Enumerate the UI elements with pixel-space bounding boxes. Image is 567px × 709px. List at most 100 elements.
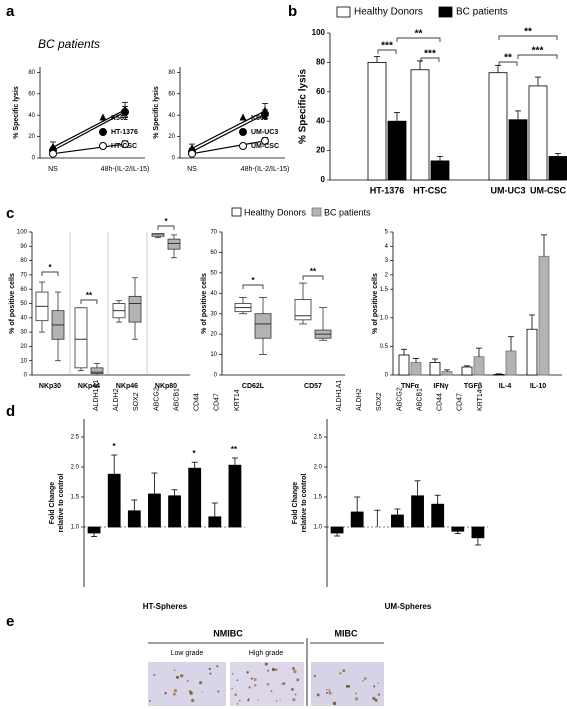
- bar: [411, 495, 424, 528]
- bar: [398, 354, 410, 376]
- panel-label: b: [288, 3, 297, 20]
- stain-dot: [275, 700, 278, 702]
- y-tick-label: 3: [385, 258, 389, 264]
- stain-dot: [377, 693, 380, 696]
- stain-dot: [373, 685, 376, 688]
- y-tick-label: 2.5: [71, 435, 80, 441]
- stain-dot: [238, 700, 241, 702]
- stain-dot: [201, 691, 204, 693]
- micrograph: [148, 662, 226, 706]
- stain-dot: [266, 682, 270, 686]
- x-tick-label: NKp80: [155, 383, 177, 390]
- y-tick-label: 50: [20, 301, 27, 307]
- bar: [87, 526, 101, 534]
- series-line: [191, 140, 266, 155]
- y-tick-label: 0: [385, 373, 389, 379]
- box: [167, 238, 181, 250]
- y-tick-label: 60: [210, 250, 217, 256]
- stain-dot: [362, 680, 364, 682]
- bar: [387, 120, 407, 181]
- y-tick-label: 0: [321, 175, 326, 184]
- y-axis-label: Fold Change: [49, 482, 56, 524]
- y-tick-label: 40: [210, 291, 217, 297]
- bar: [526, 328, 538, 376]
- x-tick-label: 48h-(IL-2/IL-15): [241, 166, 290, 173]
- significance-label: *: [192, 449, 196, 458]
- y-tick-label: 20: [168, 134, 175, 140]
- stain-dot: [271, 667, 276, 672]
- stain-dot: [209, 672, 212, 675]
- x-tick-label: TGFβ: [464, 383, 483, 390]
- x-tick-label: CD47: [457, 393, 464, 411]
- x-tick-label: CD44: [437, 393, 444, 411]
- legend-marker: [99, 142, 107, 150]
- stain-dot: [172, 692, 176, 696]
- stain-dot: [293, 669, 297, 674]
- stain-dot: [326, 689, 328, 691]
- y-tick-label: 1.5: [314, 495, 323, 501]
- stain-dot: [153, 673, 156, 677]
- x-tick-label: IFNγ: [433, 383, 448, 390]
- stain-dot: [189, 691, 193, 695]
- x-tick-label: ALDH2: [356, 388, 363, 411]
- y-axis-label: % Specific lysis: [153, 86, 160, 139]
- stain-dot: [270, 690, 273, 693]
- stain-dot: [332, 701, 337, 706]
- stain-dot: [254, 683, 257, 687]
- panel-label: c: [6, 205, 14, 222]
- stain-dot: [208, 667, 211, 671]
- x-tick-label: ABCG2: [153, 387, 160, 411]
- x-tick-label: ALDH2: [113, 388, 120, 411]
- y-tick-label: 2.0: [71, 465, 80, 471]
- stain-dot: [236, 703, 239, 705]
- stain-dot: [374, 699, 378, 702]
- significance-bracket: [157, 225, 175, 230]
- x-tick-label: ABCB1: [416, 388, 423, 411]
- y-tick-label: 0: [214, 373, 218, 379]
- series-line: [191, 113, 266, 153]
- y-axis-label: relative to control: [58, 474, 65, 533]
- y-tick-label: 1.0: [314, 525, 323, 531]
- x-tick-label: KRT14: [477, 389, 484, 411]
- y-axis-label: % of positive cells: [201, 273, 208, 334]
- significance-bracket: [377, 49, 397, 54]
- bar: [451, 526, 465, 532]
- legend-label: K562: [111, 115, 128, 122]
- x-tick-label: IL-4: [499, 383, 512, 390]
- y-tick-label: 1.5: [71, 495, 80, 501]
- point: [121, 140, 129, 149]
- legend-label: UM-CSC: [251, 143, 279, 150]
- y-tick-label: 0: [32, 156, 36, 162]
- significance-label: **: [504, 53, 512, 64]
- significance-label: *: [112, 442, 116, 451]
- significance-label: ***: [381, 41, 393, 52]
- bar: [410, 362, 422, 376]
- x-tick-label: CD62L: [242, 383, 265, 390]
- stain-dot: [281, 683, 283, 685]
- significance-bracket: [420, 57, 440, 62]
- bar: [528, 85, 548, 181]
- stain-dot: [313, 674, 316, 678]
- bar: [548, 156, 567, 181]
- group-label: MIBC: [335, 628, 358, 638]
- significance-label: *: [48, 263, 52, 272]
- stain-dot: [250, 677, 253, 680]
- y-tick-label: 20: [316, 146, 325, 155]
- stain-dot: [342, 669, 346, 672]
- x-tick-label: ALDH1A1: [336, 380, 343, 411]
- significance-bracket: [498, 61, 518, 66]
- y-tick-label: 70: [20, 272, 27, 278]
- group-label: NMIBC: [213, 628, 243, 638]
- stain-dot: [347, 685, 351, 688]
- y-tick-label: 1.0: [71, 525, 80, 531]
- legend-label: HT-CSC: [111, 143, 137, 150]
- bar: [488, 72, 508, 181]
- stain-dot: [316, 693, 320, 697]
- y-tick-label: 80: [168, 70, 175, 76]
- x-tick-label: NKp46: [116, 383, 138, 390]
- stain-dot: [291, 666, 295, 670]
- legend-marker: [99, 128, 107, 136]
- box: [90, 367, 104, 374]
- x-tick-label: NS: [187, 166, 197, 173]
- legend-marker: [239, 128, 247, 136]
